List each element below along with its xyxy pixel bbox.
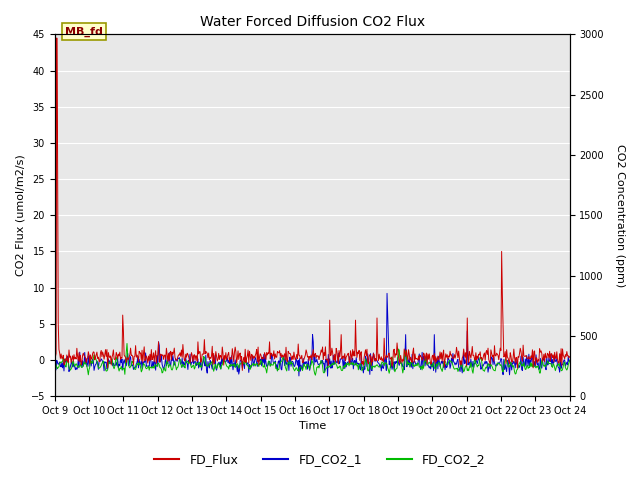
- Line: FD_CO2_2: FD_CO2_2: [54, 344, 570, 375]
- FD_Flux: [239, 368, 246, 373]
- X-axis label: Time: Time: [298, 421, 326, 432]
- FD_Flux: [53, 35, 61, 41]
- FD_Flux: [61, 361, 68, 367]
- FD_CO2_1: [383, 290, 391, 296]
- FD_CO2_2: [376, 364, 384, 370]
- FD_CO2_2: [193, 361, 201, 367]
- FD_CO2_2: [312, 372, 319, 378]
- FD_Flux: [566, 354, 573, 360]
- FD_CO2_1: [324, 373, 332, 379]
- FD_CO2_2: [166, 362, 174, 368]
- FD_CO2_2: [60, 356, 68, 362]
- FD_CO2_2: [566, 358, 573, 363]
- FD_Flux: [166, 350, 174, 356]
- Text: MB_fd: MB_fd: [65, 26, 103, 36]
- FD_CO2_1: [193, 362, 200, 368]
- FD_CO2_1: [165, 350, 173, 356]
- Y-axis label: CO2 Flux (umol/m2/s): CO2 Flux (umol/m2/s): [15, 155, 25, 276]
- Line: FD_CO2_1: FD_CO2_1: [54, 293, 570, 376]
- FD_CO2_2: [51, 358, 58, 363]
- FD_Flux: [376, 356, 384, 361]
- Line: FD_Flux: FD_Flux: [54, 38, 570, 371]
- FD_CO2_1: [113, 363, 121, 369]
- FD_Flux: [51, 351, 58, 357]
- FD_Flux: [114, 356, 122, 361]
- FD_CO2_1: [60, 368, 68, 374]
- FD_CO2_2: [123, 341, 131, 347]
- FD_CO2_1: [391, 359, 399, 364]
- FD_Flux: [193, 359, 201, 364]
- FD_CO2_1: [51, 360, 58, 365]
- FD_Flux: [391, 355, 399, 360]
- FD_CO2_2: [391, 369, 399, 375]
- FD_CO2_1: [375, 361, 383, 367]
- Title: Water Forced Diffusion CO2 Flux: Water Forced Diffusion CO2 Flux: [200, 15, 425, 29]
- FD_CO2_1: [566, 358, 573, 363]
- Legend: FD_Flux, FD_CO2_1, FD_CO2_2: FD_Flux, FD_CO2_1, FD_CO2_2: [149, 448, 491, 471]
- FD_CO2_2: [113, 357, 121, 363]
- Y-axis label: CO2 Concentration (ppm): CO2 Concentration (ppm): [615, 144, 625, 287]
